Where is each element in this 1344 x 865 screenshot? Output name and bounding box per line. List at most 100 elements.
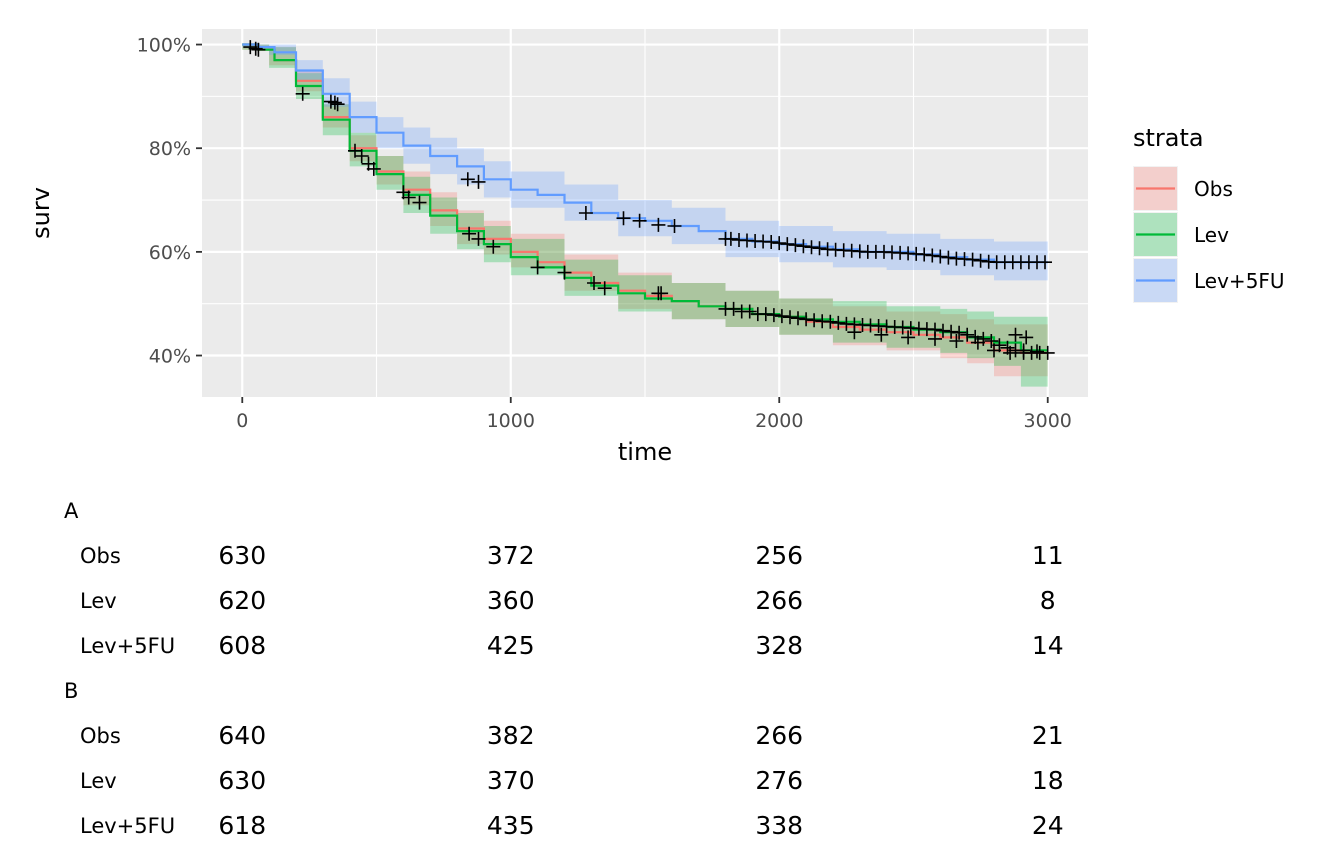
censor-mark [354,149,369,163]
censor-mark [941,250,956,265]
censor-mark [970,335,985,350]
censor-mark [587,276,601,290]
censor-mark [796,239,811,254]
risk-count: 11 [1032,541,1064,570]
censor-mark [780,237,795,252]
censor-mark [783,310,797,325]
censor-mark [327,95,342,110]
censor-mark [557,265,572,280]
censor-mark [984,334,999,348]
risk-count: 338 [755,811,803,840]
censor-mark [799,312,814,327]
censor-mark [965,252,980,267]
risk-strata-label: Lev [80,769,117,793]
censor-mark [401,190,416,205]
risk-count: 618 [218,811,266,840]
risk-count: 18 [1032,766,1064,795]
risk-strata-label: Lev [80,589,117,613]
risk-count: 372 [487,541,535,570]
risk-count: 435 [487,811,535,840]
risk-strata-label: Obs [80,724,121,748]
risk-strata-label: Obs [80,544,121,568]
risk-count: 425 [487,631,535,660]
censor-mark [764,235,779,249]
censor-mark [925,248,940,263]
y-tick-label: 100% [137,35,191,57]
x-tick-label: 1000 [487,410,535,432]
censor-mark [936,323,950,338]
x-axis-title: time [618,438,672,466]
censor-mark [667,219,682,233]
censor-mark [952,325,967,340]
censor-mark [791,311,805,326]
censor-mark [295,86,310,101]
censor-mark [987,343,1001,358]
y-tick-label: 60% [149,242,191,264]
censor-mark [1008,327,1023,342]
risk-count: 360 [487,586,535,615]
axes: 0 1000 2000 3000 40% 60% 80% 100% [137,35,1072,432]
y-axis-title: surv [27,187,55,239]
risk-count: 328 [755,631,803,660]
censor-mark [774,309,789,324]
risk-count: 266 [755,721,803,750]
censor-mark [949,334,964,348]
risk-count: 630 [218,541,266,570]
censor-mark [1016,343,1031,358]
censor-mark [823,314,838,329]
risk-count: 256 [755,541,803,570]
censor-mark [847,325,862,340]
censor-mark [578,206,593,220]
censor-mark [917,247,932,262]
censor-mark [944,324,959,339]
censor-mark [723,231,738,246]
censor-mark [804,240,819,255]
censor-mark [597,281,612,296]
censor-mark [788,238,803,253]
risk-count: 620 [218,586,266,615]
x-tick-label: 0 [236,410,248,432]
confidence-band-lev [242,44,1048,387]
censor-mark [1019,330,1034,345]
risk-group-label: B [64,679,78,703]
legend-label-lev-5fu: Lev+5FU [1194,269,1285,293]
x-tick-label: 3000 [1024,410,1072,432]
risk-count: 266 [755,586,803,615]
censor-mark [651,217,666,232]
risk-count: 8 [1040,586,1056,615]
risk-count: 640 [218,721,266,750]
censor-mark [874,327,889,342]
censor-mark [807,313,822,328]
legend-label-lev: Lev [1194,223,1229,247]
censor-mark [248,41,263,56]
censor-mark [928,331,942,346]
censor-mark [530,260,545,275]
censor-mark [726,301,741,316]
y-tick-label: 40% [149,346,191,368]
censor-mark [1040,345,1055,360]
censor-mark [632,213,647,228]
censor-mark [901,330,916,345]
y-tick-label: 80% [149,138,191,160]
censor-mark [968,329,983,344]
censor-mark [654,286,669,301]
risk-count: 370 [487,766,535,795]
risk-count: 24 [1032,811,1064,840]
censor-mark [412,195,427,210]
censor-mark [758,307,773,322]
legend-title: strata [1133,124,1204,152]
censor-mark [831,315,846,330]
censor-mark [462,226,477,241]
grid-lines [202,29,1088,397]
censor-mark [1038,255,1052,270]
risk-count: 21 [1032,721,1064,750]
censor-mark [1003,345,1018,360]
censor-mark [460,172,475,187]
risk-strata-label: Lev+5FU [80,814,175,838]
censor-mark [486,239,501,254]
censor-mark [933,249,948,264]
censor-mark [766,308,781,323]
confidence-band-obs [242,44,1048,379]
